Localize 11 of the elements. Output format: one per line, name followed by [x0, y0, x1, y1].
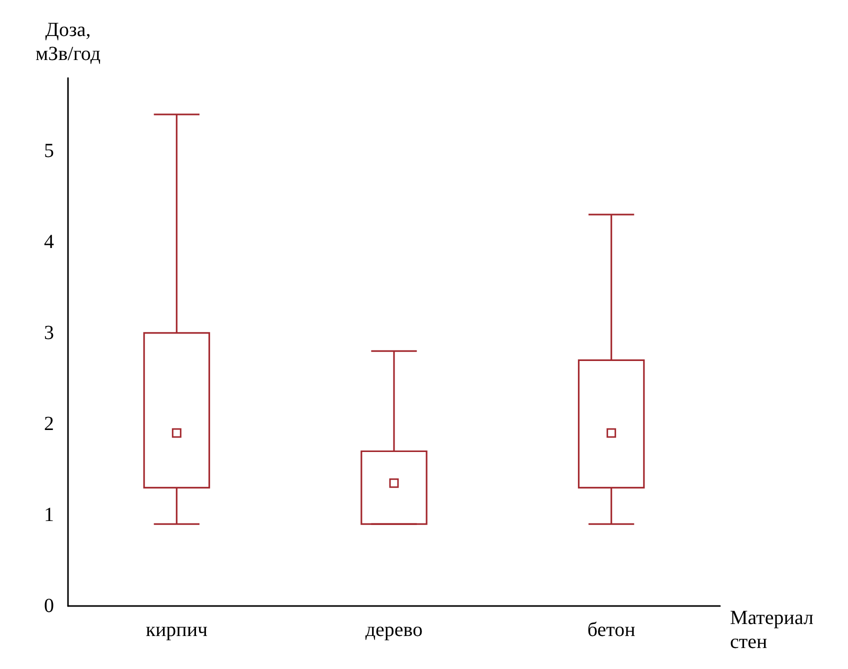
x-tick-label: дерево [365, 619, 423, 641]
y-tick-label: 5 [44, 140, 54, 162]
x-tick-label: бетон [587, 619, 636, 641]
y-tick-label: 4 [44, 230, 54, 253]
y-axis-title: Доза, мЗв/год [36, 19, 100, 65]
y-tick-label: 2 [44, 412, 54, 435]
x-tick-label: кирпич [146, 619, 208, 641]
y-tick-label: 0 [44, 595, 54, 617]
y-tick-label: 1 [44, 504, 54, 526]
y-tick-label: 3 [44, 322, 54, 344]
x-axis-title: Материал стен [730, 607, 814, 653]
